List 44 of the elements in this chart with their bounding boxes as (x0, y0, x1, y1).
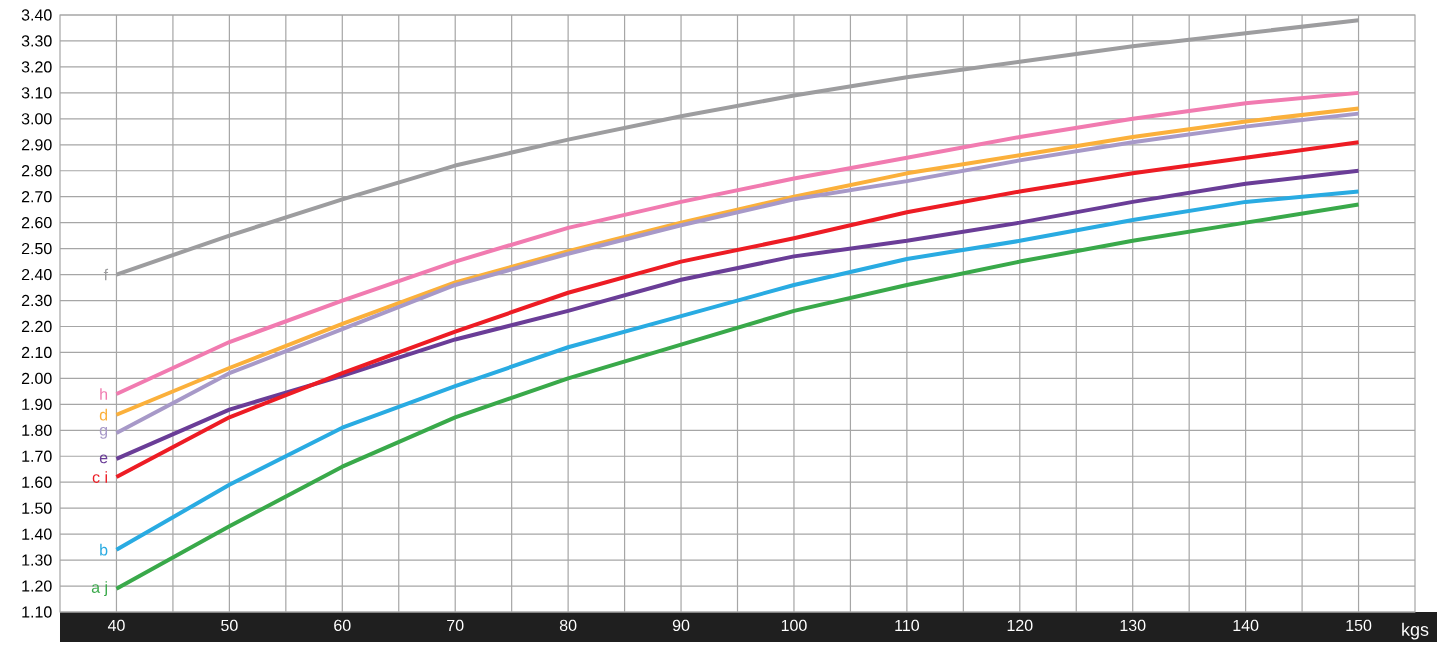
y-tick-label: 3.40 (21, 9, 52, 21)
series-label: f (103, 268, 109, 281)
x-tick-label: 40 (107, 619, 125, 632)
x-tick-label: 60 (334, 619, 351, 632)
x-tick-label: 90 (672, 619, 690, 632)
x-tick-label: 120 (1007, 619, 1033, 632)
y-tick-label: 1.50 (22, 502, 52, 514)
x-tick-label: 130 (1120, 619, 1146, 632)
y-tick-label: 1.90 (22, 398, 52, 411)
x-tick-label: 100 (781, 619, 807, 632)
y-tick-label: 3.20 (21, 61, 52, 73)
series-label: e (99, 454, 108, 464)
y-tick-label: 1.40 (22, 528, 52, 540)
y-tick-label: 3.10 (21, 87, 52, 99)
y-tick-label: 2.60 (21, 217, 52, 229)
y-tick-label: 2.10 (21, 346, 52, 359)
y-tick-label: 2.20 (21, 320, 52, 333)
y-tick-label: 1.80 (22, 424, 52, 437)
y-tick-label: 1.60 (22, 476, 52, 488)
y-tick-label: 1.70 (22, 450, 52, 462)
y-tick-label: 2.00 (21, 372, 52, 385)
y-tick-label: 2.40 (21, 268, 52, 281)
y-tick-label: 1.20 (22, 580, 52, 592)
x-tick-label: 70 (447, 619, 464, 632)
y-tick-label: 3.30 (21, 35, 52, 47)
series-label: b (100, 543, 108, 556)
y-tick-label: 3.00 (21, 113, 52, 125)
x-tick-label: 150 (1346, 619, 1372, 632)
x-axis-title: kgs (1402, 622, 1429, 640)
y-tick-label: 2.90 (21, 139, 52, 151)
x-tick-label: 50 (221, 619, 238, 632)
y-tick-label: 2.80 (21, 165, 52, 177)
y-tick-label: 1.10 (22, 606, 52, 618)
series-label: h (100, 388, 108, 400)
y-tick-label: 1.30 (22, 554, 52, 566)
series-label: c i (92, 471, 107, 483)
series-label: d (99, 408, 108, 421)
x-tick-label: 80 (559, 619, 577, 632)
y-tick-label: 2.30 (21, 294, 52, 307)
y-tick-label: 2.50 (21, 243, 52, 255)
y-tick-label: 2.70 (21, 191, 52, 203)
series-label: a j (91, 581, 107, 597)
x-tick-label: 140 (1233, 619, 1259, 632)
x-tick-label: 110 (895, 619, 920, 632)
